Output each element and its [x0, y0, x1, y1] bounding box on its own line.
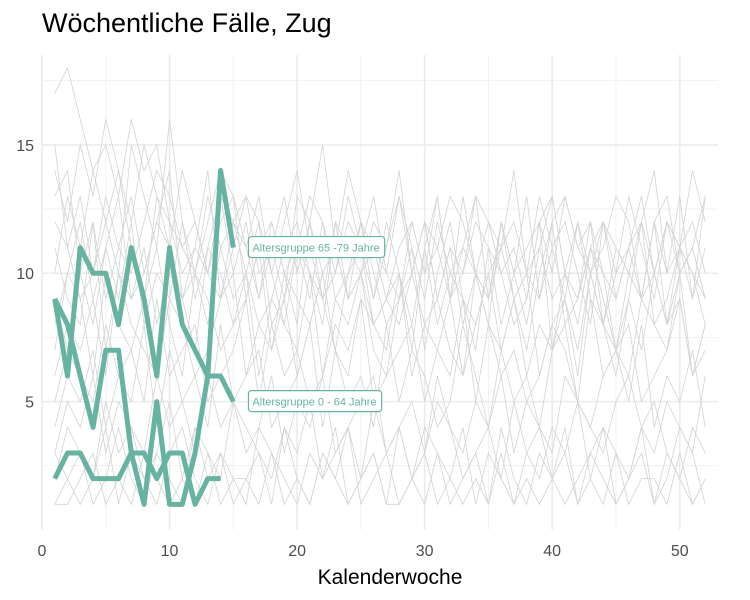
- x-tick-label: 20: [288, 543, 306, 560]
- x-tick-label: 0: [38, 543, 47, 560]
- background-series-line: [54, 323, 706, 429]
- x-tick-label: 30: [416, 543, 434, 560]
- annotation-label: Altersgruppe 0 - 64 Jahre: [247, 390, 383, 413]
- x-tick-label: 10: [161, 543, 179, 560]
- x-tick-label: 40: [543, 543, 561, 560]
- chart-title: Wöchentliche Fälle, Zug: [42, 8, 332, 38]
- background-series: [54, 66, 706, 506]
- y-tick-label: 15: [16, 138, 34, 155]
- background-series-line: [54, 169, 706, 301]
- highlight-series-line: [52, 450, 221, 507]
- x-axis-title: Kalenderwoche: [318, 566, 463, 589]
- annotation-text: Altersgruppe 65 -79 Jahre: [252, 243, 379, 255]
- annotation-box: [247, 235, 386, 259]
- background-series-line: [54, 144, 706, 301]
- y-tick-label: 5: [25, 395, 34, 412]
- background-series-line: [54, 400, 706, 480]
- background-series-line: [54, 298, 706, 403]
- highlight-series-line: [52, 297, 236, 507]
- annotation-label: Altersgruppe 65 -79 Jahre: [247, 235, 386, 259]
- background-series-line: [54, 426, 706, 506]
- x-axis-ticks: 0 10 20 30 40 50: [38, 543, 689, 560]
- y-axis-ticks: 5 10 15: [16, 138, 34, 412]
- highlight-series: [52, 168, 236, 507]
- annotation-box: [247, 390, 383, 413]
- x-tick-label: 50: [671, 543, 689, 560]
- highlight-series-line: [52, 168, 236, 379]
- annotation-text: Altersgruppe 0 - 64 Jahre: [252, 397, 376, 409]
- annotations: Altersgruppe 65 -79 Jahre Altersgruppe 0 …: [247, 235, 386, 413]
- y-tick-label: 10: [16, 266, 34, 283]
